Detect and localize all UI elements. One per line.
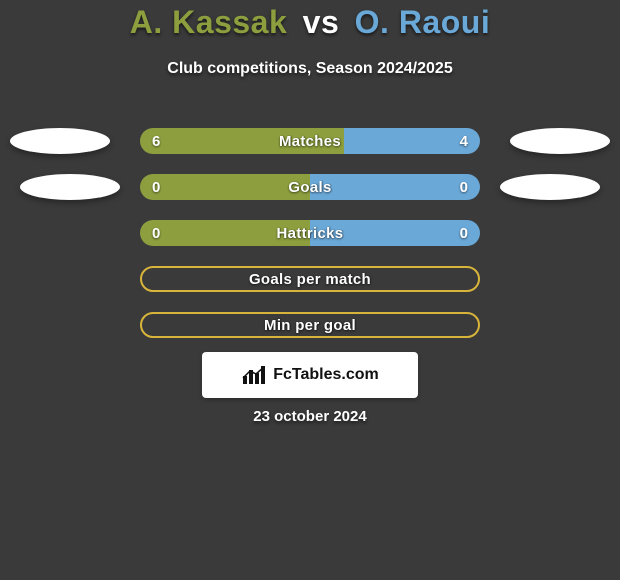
left-value: 0 bbox=[152, 220, 160, 246]
left-value: 6 bbox=[152, 128, 160, 154]
right-value: 4 bbox=[460, 128, 468, 154]
bar-fill-left bbox=[140, 220, 310, 246]
stat-bar: Goals per match bbox=[140, 266, 480, 292]
stat-bar: 00Hattricks bbox=[140, 220, 480, 246]
bar-fill-right bbox=[310, 220, 480, 246]
snapshot-date: 23 october 2024 bbox=[0, 408, 620, 425]
subtitle: Club competitions, Season 2024/2025 bbox=[0, 60, 620, 78]
right-value: 0 bbox=[460, 220, 468, 246]
stat-row: Min per goal bbox=[0, 302, 620, 348]
player-a-chip bbox=[20, 174, 120, 200]
bar-fill-left bbox=[140, 174, 310, 200]
stat-bar: 64Matches bbox=[140, 128, 480, 154]
logo-card: FcTables.com bbox=[202, 352, 418, 398]
stat-label: Goals per match bbox=[142, 268, 478, 290]
stat-label: Min per goal bbox=[142, 314, 478, 336]
right-value: 0 bbox=[460, 174, 468, 200]
player-b-name: O. Raoui bbox=[355, 4, 491, 40]
stat-row: Goals per match bbox=[0, 256, 620, 302]
player-a-name: A. Kassak bbox=[130, 4, 287, 40]
logo-text: FcTables.com bbox=[273, 366, 379, 384]
page-title: A. Kassak vs O. Raoui bbox=[0, 4, 620, 41]
player-b-chip bbox=[500, 174, 600, 200]
stat-row: 64Matches bbox=[0, 118, 620, 164]
vs-separator: vs bbox=[303, 4, 340, 40]
comparison-card: A. Kassak vs O. Raoui Club competitions,… bbox=[0, 0, 620, 580]
bar-fill-right bbox=[310, 174, 480, 200]
bars-icon bbox=[241, 364, 267, 386]
stat-bar: Min per goal bbox=[140, 312, 480, 338]
stat-rows: 64Matches00Goals00HattricksGoals per mat… bbox=[0, 118, 620, 348]
stat-row: 00Hattricks bbox=[0, 210, 620, 256]
stat-bar: 00Goals bbox=[140, 174, 480, 200]
player-b-chip bbox=[510, 128, 610, 154]
bar-fill-left bbox=[140, 128, 344, 154]
left-value: 0 bbox=[152, 174, 160, 200]
stat-row: 00Goals bbox=[0, 164, 620, 210]
player-a-chip bbox=[10, 128, 110, 154]
